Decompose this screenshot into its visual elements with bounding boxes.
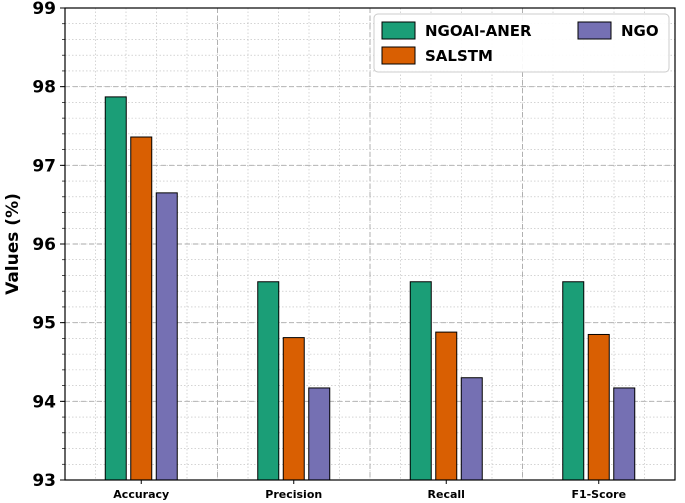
bar-ngo-recall: [460, 377, 483, 481]
bar-salstm-precision: [282, 337, 305, 481]
legend-swatch: [381, 21, 416, 40]
y-tick-label: 97: [32, 156, 56, 176]
y-tick-label: 98: [32, 78, 56, 98]
y-tick-label: 94: [32, 392, 56, 412]
x-tick-label: Recall: [428, 488, 465, 501]
bar-ngo-f1-score: [613, 387, 636, 481]
bars: [104, 96, 636, 481]
y-tick-label: 95: [32, 314, 56, 334]
bar-ngoai-aner-precision: [257, 281, 280, 481]
legend-swatch: [381, 46, 416, 65]
legend-label: NGO: [621, 22, 659, 40]
bar-ngoai-aner-f1-score: [562, 281, 585, 481]
x-tick-label: Precision: [265, 488, 322, 501]
y-axis-ticks: 93 94 95 96 97 98 99: [32, 0, 65, 491]
bar-salstm-accuracy: [130, 136, 153, 481]
legend-swatch: [577, 21, 612, 40]
bar-ngoai-aner-accuracy: [104, 96, 127, 481]
bar-ngoai-aner-recall: [409, 281, 432, 481]
bar-ngo-accuracy: [155, 192, 178, 481]
y-axis-label: Values (%): [3, 193, 23, 295]
x-axis-ticks: Accuracy Precision Recall F1-Score: [113, 480, 626, 501]
legend-label: SALSTM: [425, 47, 493, 65]
x-tick-label: F1-Score: [571, 488, 626, 501]
bar-salstm-f1-score: [587, 333, 610, 481]
legend: NGOAI-ANER SALSTM NGO: [373, 13, 670, 73]
bar-salstm-recall: [435, 331, 458, 481]
x-tick-label: Accuracy: [113, 488, 169, 501]
y-tick-label: 93: [32, 471, 56, 491]
bar-ngo-precision: [308, 387, 331, 481]
y-tick-label: 96: [32, 235, 56, 255]
y-tick-label: 99: [32, 0, 56, 19]
legend-label: NGOAI-ANER: [425, 22, 532, 40]
